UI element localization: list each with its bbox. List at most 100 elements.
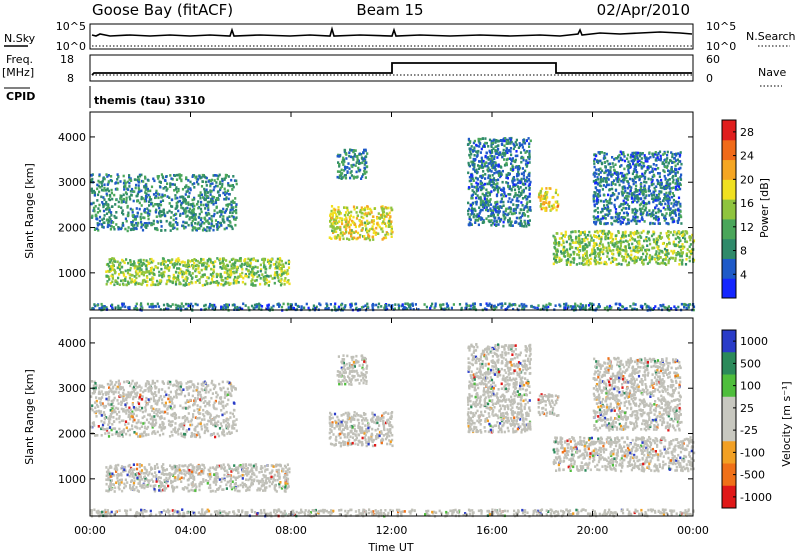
scatter-cell <box>689 236 692 239</box>
scatter-cell <box>182 305 185 308</box>
scatter-cell <box>160 229 163 232</box>
scatter-cell <box>345 226 348 229</box>
scatter-cell <box>172 266 175 269</box>
scatter-cell <box>647 213 650 217</box>
scatter-cell <box>597 234 601 238</box>
scatter-cell <box>203 261 206 265</box>
scatter-cell <box>672 256 675 260</box>
scatter-cell <box>169 216 173 219</box>
scatter-cell <box>350 210 353 214</box>
scatter-cell <box>501 169 504 173</box>
scatter-cell <box>338 165 341 168</box>
scatter-cell <box>109 227 112 231</box>
scatter-cell <box>487 166 490 170</box>
scatter-cell <box>619 158 622 162</box>
scatter-cell <box>169 229 172 232</box>
scatter-cell <box>218 182 221 186</box>
scatter-cell <box>144 188 147 192</box>
scatter-cell <box>475 143 478 147</box>
scatter-cell <box>159 200 162 203</box>
scatter-cell <box>471 212 474 215</box>
scatter-cell <box>664 165 667 169</box>
scatter-cell <box>212 281 215 284</box>
scatter-cell <box>467 209 470 213</box>
scatter-cell <box>622 203 625 206</box>
scatter-cell <box>193 204 196 208</box>
scatter-cell <box>216 198 220 201</box>
scatter-cell <box>639 212 642 216</box>
scatter-cell <box>110 211 113 214</box>
scatter-cell <box>669 211 672 215</box>
scatter-cell <box>116 266 119 270</box>
scatter-cell <box>598 251 601 255</box>
scatter-cell <box>669 207 672 210</box>
scatter-cell <box>136 272 139 275</box>
scatter-cell <box>611 256 614 260</box>
scatter-cell <box>551 196 554 199</box>
scatter-cell <box>141 272 144 276</box>
scatter-cell <box>106 187 109 191</box>
scatter-cell <box>567 259 570 263</box>
scatter-cell <box>256 270 259 273</box>
scatter-cell <box>648 212 651 216</box>
scatter-cell <box>528 195 531 198</box>
scatter-cell <box>502 148 505 152</box>
scatter-cell <box>148 195 151 199</box>
scatter-cell <box>136 192 139 196</box>
scatter-cell <box>497 207 501 210</box>
scatter-cell <box>590 252 593 256</box>
scatter-cell <box>509 150 512 153</box>
scatter-cell <box>661 259 665 262</box>
scatter-cell <box>203 187 206 191</box>
scatter-cell <box>488 138 492 142</box>
scatter-cell <box>224 176 227 179</box>
scatter-cell <box>192 207 196 211</box>
scatter-cell <box>489 177 492 180</box>
scatter-cell <box>589 261 592 264</box>
cpid-value: themis (tau) 3310 <box>94 94 206 107</box>
scatter-cell <box>140 223 143 226</box>
scatter-cell <box>525 150 528 153</box>
scatter-cell <box>180 302 183 305</box>
scatter-cell <box>135 270 138 273</box>
scatter-cell <box>493 160 496 164</box>
scatter-cell <box>186 206 189 210</box>
scatter-cell <box>110 175 113 178</box>
scatter-cell <box>119 197 122 200</box>
scatter-cell <box>612 249 615 252</box>
scatter-cell <box>479 203 482 207</box>
scatter-cell <box>352 149 355 152</box>
scatter-cell <box>494 208 497 212</box>
scatter-cell <box>599 151 602 154</box>
scatter-cell <box>584 257 587 261</box>
scatter-cell <box>102 226 105 229</box>
scatter-cell <box>676 244 679 247</box>
scatter-cell <box>558 258 561 261</box>
scatter-cell <box>372 219 375 222</box>
scatter-cell <box>468 179 471 183</box>
scatter-cell <box>103 221 106 224</box>
scatter-cell <box>330 237 333 240</box>
scatter-cell <box>220 307 223 311</box>
scatter-cell <box>130 221 133 224</box>
scatter-cell <box>106 280 109 283</box>
scatter-cell <box>211 195 214 199</box>
scatter-cell <box>125 258 128 261</box>
scatter-cell <box>191 175 194 178</box>
scatter-cell <box>364 212 367 215</box>
scatter-cell <box>137 261 140 264</box>
scatter-cell <box>582 245 585 248</box>
scatter-cell <box>131 278 134 281</box>
scatter-cell <box>663 262 667 265</box>
scatter-cell <box>509 222 512 225</box>
scatter-cell <box>526 195 530 199</box>
scatter-cell <box>218 173 221 177</box>
scatter-cell <box>343 206 346 209</box>
scatter-cell <box>429 306 432 310</box>
scatter-cell <box>196 178 200 181</box>
scatter-cell <box>140 197 143 201</box>
scatter-cell <box>606 159 609 163</box>
scatter-cell <box>211 197 214 201</box>
scatter-cell <box>131 224 135 228</box>
scatter-cell <box>627 182 630 185</box>
